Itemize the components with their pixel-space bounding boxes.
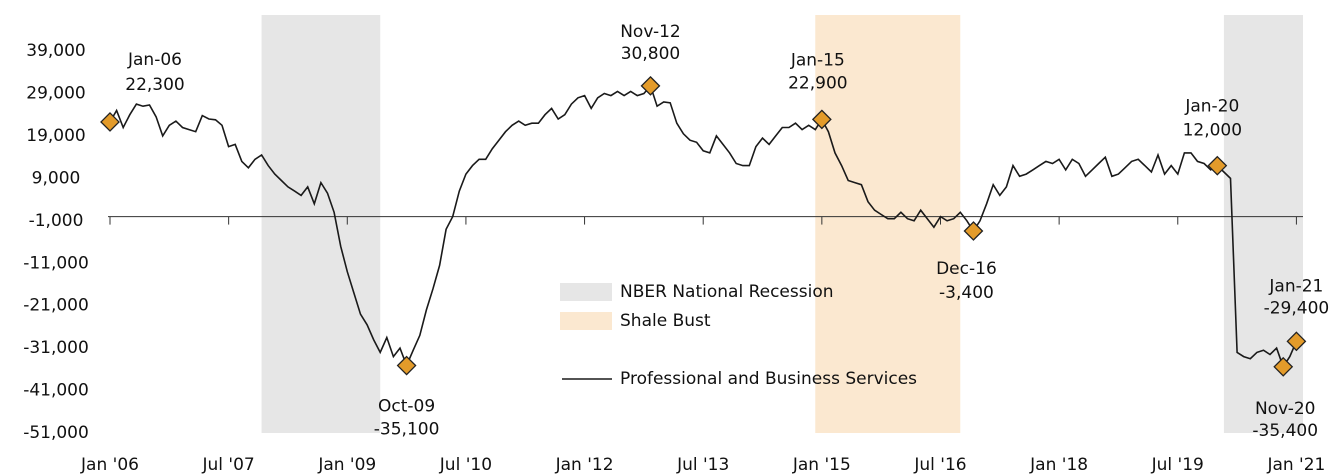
legend-swatch <box>560 283 612 301</box>
annotation-value: 30,800 <box>621 44 680 64</box>
annotation-date: Dec-16 <box>936 259 997 279</box>
annotation-value: -35,100 <box>374 420 440 440</box>
x-tick-label: Jan '06 <box>80 455 139 475</box>
x-tick-label: Jan '18 <box>1029 455 1088 475</box>
annotation-value: -3,400 <box>939 283 994 303</box>
x-tick-label: Jan '09 <box>317 455 376 475</box>
legend-label: NBER National Recession <box>620 282 834 302</box>
y-tick-label: -11,000 <box>23 253 89 273</box>
y-tick-label: -21,000 <box>23 296 89 316</box>
annotation-value: -35,400 <box>1252 421 1318 441</box>
y-tick-label: -41,000 <box>23 381 89 401</box>
x-tick-label: Jul '10 <box>439 455 492 475</box>
y-tick-label: 9,000 <box>32 168 81 188</box>
annotation-value: 12,000 <box>1183 121 1242 141</box>
legend-label: Professional and Business Services <box>620 369 917 389</box>
annotation-date: Jan-15 <box>790 50 845 70</box>
y-tick-label: 19,000 <box>26 126 85 146</box>
annotation-marker <box>396 355 417 376</box>
annotation-marker <box>963 221 984 241</box>
annotation-marker <box>811 109 832 130</box>
annotation-date: Jan-21 <box>1268 276 1323 296</box>
x-tick-label: Jul '16 <box>913 455 966 475</box>
y-tick-label: -31,000 <box>23 338 89 358</box>
y-tick-label: 39,000 <box>26 41 85 61</box>
x-tick-label: Jul '07 <box>202 455 255 475</box>
annotation-marker <box>640 75 661 96</box>
series-line <box>109 84 1298 369</box>
y-tick-label: 29,000 <box>26 84 85 104</box>
y-tick-label: -51,000 <box>23 423 89 443</box>
x-tick-label: Jul '13 <box>676 455 729 475</box>
annotation-marker <box>1207 155 1228 176</box>
shaded-region <box>1223 15 1303 433</box>
annotation-date: Oct-09 <box>378 397 435 417</box>
x-tick-label: Jan '21 <box>1266 455 1325 475</box>
annotation-date: Nov-20 <box>1255 399 1316 419</box>
annotation-value: 22,300 <box>125 75 184 95</box>
annotation-date: Jan-20 <box>1184 97 1239 117</box>
legend-label: Shale Bust <box>620 311 711 331</box>
x-tick-label: Jan '15 <box>792 455 851 475</box>
annotation-date: Jan-06 <box>127 50 182 70</box>
annotation-marker <box>1286 331 1307 352</box>
legend-swatch <box>560 312 612 330</box>
annotation-marker <box>100 112 120 132</box>
x-tick-label: Jul '19 <box>1151 455 1204 475</box>
annotation-value: 22,900 <box>788 73 847 93</box>
annotation-marker <box>1273 356 1294 377</box>
shaded-region <box>261 15 381 433</box>
y-tick-label: -1,000 <box>29 211 84 231</box>
annotation-value: -29,400 <box>1264 298 1330 318</box>
x-tick-label: Jan '12 <box>555 455 614 475</box>
annotation-date: Nov-12 <box>620 22 681 42</box>
